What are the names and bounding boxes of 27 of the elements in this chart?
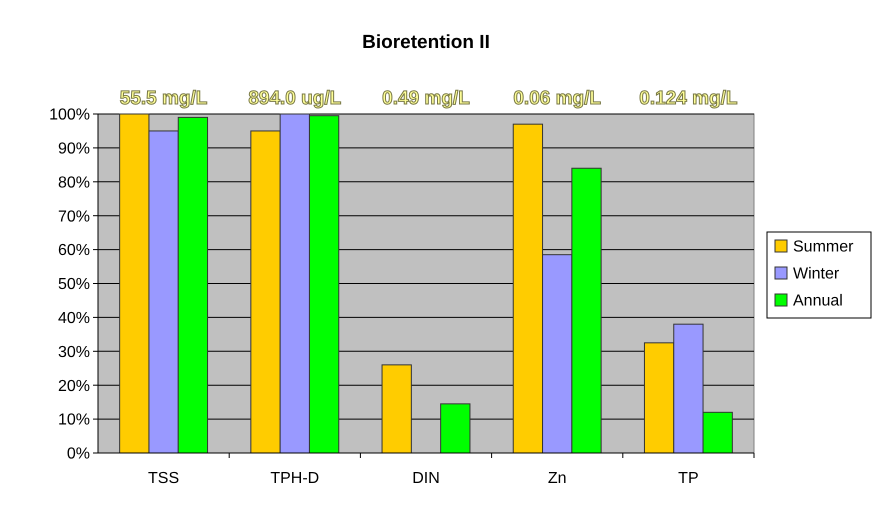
text: 0.124 mg/L bbox=[639, 88, 738, 109]
text: 0.06 mg/L bbox=[513, 88, 602, 109]
y-tick-label: 100% bbox=[49, 106, 90, 124]
x-tick-label: Zn bbox=[548, 470, 567, 487]
x-tick-label: TP bbox=[678, 470, 699, 487]
text: 0.49 mg/L bbox=[382, 88, 470, 109]
y-tick-label: 30% bbox=[58, 344, 90, 361]
y-tick-label: 90% bbox=[58, 140, 90, 158]
y-tick-label: 0% bbox=[66, 446, 90, 463]
legend-label: Summer bbox=[793, 238, 854, 256]
legend-label: Annual bbox=[793, 292, 843, 310]
y-tick-label: 60% bbox=[58, 242, 90, 260]
x-tick-label: DIN bbox=[412, 470, 440, 487]
x-tick-label: TSS bbox=[148, 470, 180, 487]
y-tick-label: 50% bbox=[58, 276, 90, 294]
text: 55.5 mg/L bbox=[120, 88, 208, 109]
chart-title: Bioretention II bbox=[362, 32, 490, 53]
text: 894.0 ug/L bbox=[248, 88, 342, 109]
bar bbox=[440, 403, 470, 454]
y-tick-label: 70% bbox=[58, 208, 90, 226]
legend-label: Winter bbox=[793, 266, 840, 283]
bar bbox=[382, 364, 412, 454]
y-tick-label: 80% bbox=[58, 174, 90, 192]
y-tick-label: 40% bbox=[58, 310, 90, 327]
y-tick-label: 20% bbox=[58, 378, 90, 395]
y-tick-label: 10% bbox=[58, 412, 90, 429]
x-tick-label: TPH-D bbox=[270, 470, 320, 487]
